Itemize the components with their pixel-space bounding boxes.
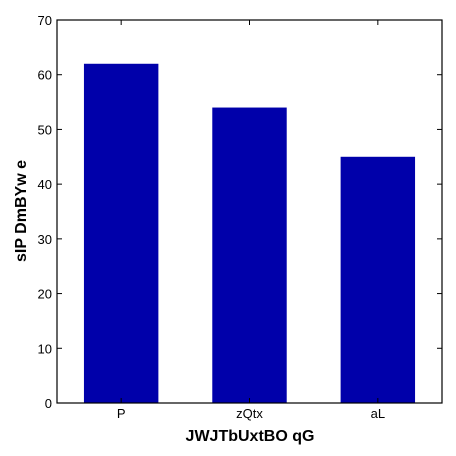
x-tick-label: zQtx xyxy=(236,406,263,421)
y-tick-label: 40 xyxy=(38,177,52,192)
y-axis-ticks: 0 10 20 30 40 50 60 70 xyxy=(38,13,442,411)
y-axis-label: sIP DmBYw e xyxy=(13,160,30,262)
bar-aL xyxy=(340,156,416,403)
y-tick-label: 10 xyxy=(38,341,52,356)
bars xyxy=(83,63,416,404)
bar-zQtx xyxy=(212,107,287,404)
x-tick-label: P xyxy=(117,406,126,421)
bar-P xyxy=(83,63,159,404)
y-tick-label: 70 xyxy=(38,13,52,28)
y-tick-label: 0 xyxy=(45,396,52,411)
x-tick-label: aL xyxy=(371,406,385,421)
y-tick-label: 60 xyxy=(38,68,52,83)
y-tick-label: 30 xyxy=(38,232,52,247)
y-tick-label: 20 xyxy=(38,287,52,302)
y-tick-label: 50 xyxy=(38,122,52,137)
x-axis-label: JWJTbUxtBO qG xyxy=(186,428,315,445)
